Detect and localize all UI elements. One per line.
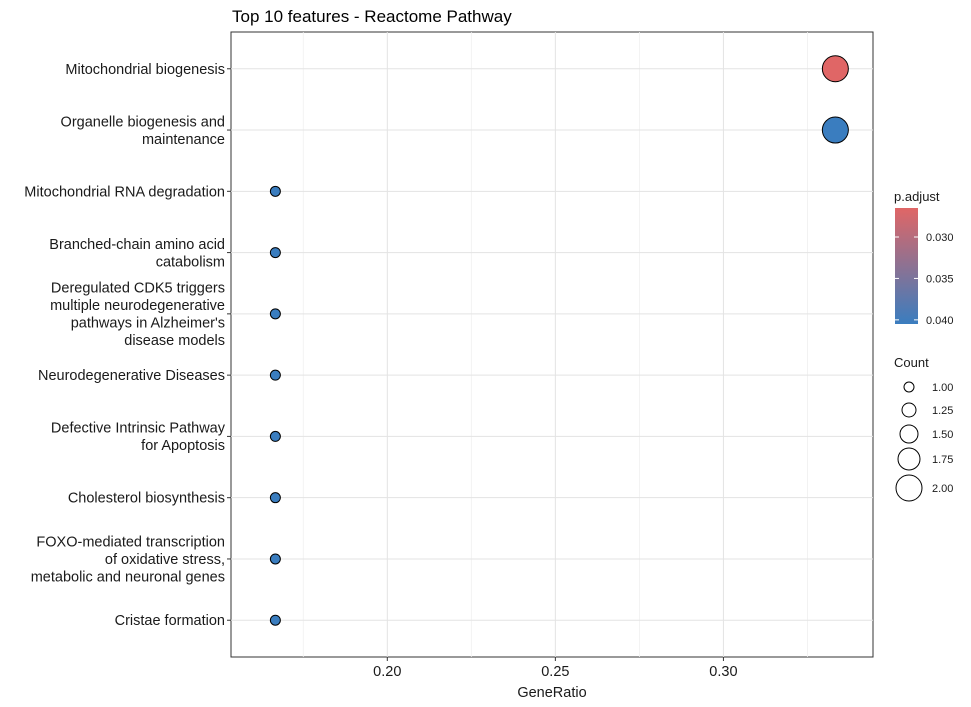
size-legend-key xyxy=(901,402,917,418)
y-tick-label: Cristae formation xyxy=(115,613,225,629)
y-tick-label: maintenance xyxy=(142,132,225,148)
color-legend: p.adjust 0.030 0.035 0.040 xyxy=(894,189,954,327)
color-legend-label: 0.035 xyxy=(926,273,954,285)
size-legend-label: 1.00 xyxy=(932,382,953,394)
color-legend-label: 0.030 xyxy=(926,232,954,244)
plot-panel xyxy=(230,31,874,658)
y-tick-label: Defective Intrinsic Pathway xyxy=(51,421,226,437)
y-tick-label: of oxidative stress, xyxy=(105,552,225,568)
y-tick-label: pathways in Alzheimer's xyxy=(71,316,225,332)
y-tick-label: Cholesterol biosynthesis xyxy=(68,491,225,507)
data-point xyxy=(821,55,849,83)
y-tick-label: Mitochondrial RNA degradation xyxy=(24,184,225,200)
y-tick-label: Mitochondrial biogenesis xyxy=(65,62,225,78)
size-legend-label: 1.75 xyxy=(932,454,953,466)
color-bar xyxy=(895,208,918,324)
x-tick-label: 0.25 xyxy=(541,664,569,680)
data-point xyxy=(269,247,281,259)
y-tick-label: FOXO-mediated transcription xyxy=(36,534,225,550)
y-tick-label: Branched-chain amino acid xyxy=(49,237,225,253)
y-tick-label: Organelle biogenesis and xyxy=(61,114,225,130)
data-point xyxy=(269,308,281,320)
color-legend-title: p.adjust xyxy=(894,189,940,204)
size-legend-label: 2.00 xyxy=(932,483,953,495)
data-point xyxy=(269,553,281,565)
y-tick-label: catabolism xyxy=(156,254,225,270)
y-tick-label: Deregulated CDK5 triggers xyxy=(51,281,225,297)
grid-lines xyxy=(231,32,873,657)
y-tick-label: metabolic and neuronal genes xyxy=(31,569,225,585)
size-legend-title: Count xyxy=(894,355,929,370)
data-point xyxy=(269,430,281,442)
y-tick-label: multiple neurodegenerative xyxy=(50,298,225,314)
chart-title: Top 10 features - Reactome Pathway xyxy=(232,7,512,26)
y-axis: Mitochondrial biogenesis Organelle biogen… xyxy=(24,62,231,629)
data-point xyxy=(269,369,281,381)
data-point xyxy=(821,116,849,144)
data-point xyxy=(269,492,281,504)
x-axis-title: GeneRatio xyxy=(517,685,586,701)
y-tick-label: disease models xyxy=(124,333,225,349)
size-legend-key xyxy=(903,381,915,393)
y-tick-label: for Apoptosis xyxy=(141,438,225,454)
size-legend-key xyxy=(899,424,919,444)
data-point xyxy=(269,614,281,626)
color-legend-label: 0.040 xyxy=(926,315,954,327)
x-tick-label: 0.30 xyxy=(709,664,737,680)
x-tick-label: 0.20 xyxy=(373,664,401,680)
x-axis: 0.20 0.25 0.30 xyxy=(373,657,738,680)
size-legend: Count 1.00 1.25 1.50 1.75 2.00 xyxy=(894,355,953,502)
size-legend-label: 1.50 xyxy=(932,429,953,441)
data-points xyxy=(269,55,849,626)
y-tick-label: Neurodegenerative Diseases xyxy=(38,368,225,384)
size-legend-label: 1.25 xyxy=(932,405,953,417)
size-legend-key xyxy=(897,447,921,471)
size-legend-key xyxy=(895,474,923,502)
data-point xyxy=(269,185,281,197)
